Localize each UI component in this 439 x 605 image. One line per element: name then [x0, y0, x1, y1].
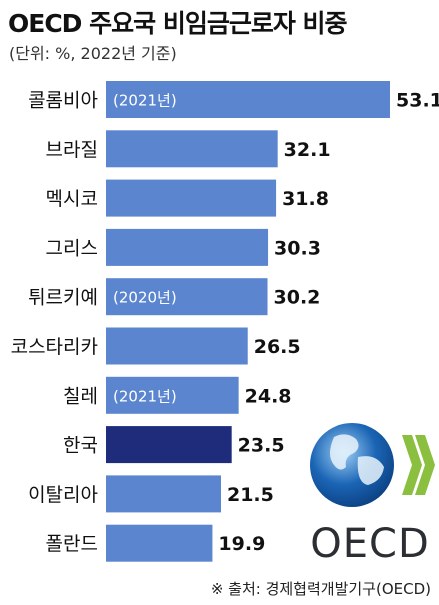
value-label: 30.2	[274, 287, 321, 309]
year-note: (2021년)	[113, 92, 177, 110]
category-label: 한국	[63, 435, 98, 457]
category-label: 튀르키예	[28, 287, 98, 309]
value-label: 23.5	[238, 435, 285, 457]
value-label: 21.5	[227, 484, 274, 506]
value-label: 19.9	[218, 533, 265, 555]
value-label: 26.5	[254, 336, 301, 358]
value-label: 30.3	[274, 237, 321, 259]
bar-0	[106, 81, 390, 118]
bar-9	[106, 524, 213, 562]
bar-1	[106, 130, 278, 168]
category-label: 그리스	[46, 237, 98, 259]
chart-subtitle: (단위: %, 2022년 기준)	[9, 44, 177, 63]
category-label: 코스타리카	[11, 336, 98, 358]
category-label: 칠레	[63, 385, 98, 407]
category-label: 폴란드	[46, 533, 98, 555]
bar-8	[106, 475, 221, 513]
chevron-icon	[415, 435, 435, 495]
chart-title: OECD 주요국 비임금근로자 비중	[8, 9, 348, 38]
chevron-icon	[402, 435, 422, 495]
bar-4	[106, 278, 268, 316]
bar-2	[106, 179, 277, 217]
source-note: ※ 출처: 경제협력개발기구(OECD)	[210, 580, 431, 598]
bar-7	[106, 426, 232, 464]
category-label: 브라질	[46, 139, 98, 161]
globe-icon	[310, 423, 394, 507]
category-label: 이탈리아	[28, 484, 98, 506]
value-label: 31.8	[282, 188, 329, 210]
value-label: 32.1	[284, 139, 331, 161]
oecd-logo-text: OECD	[310, 521, 430, 567]
globe-continent	[357, 456, 384, 485]
bar-3	[106, 228, 269, 266]
bar-6	[106, 376, 239, 414]
value-label: 53.1	[396, 90, 439, 112]
year-note: (2021년)	[113, 387, 177, 405]
globe-continent	[330, 434, 359, 470]
category-label: 콜롬비아	[28, 90, 98, 112]
year-note: (2020년)	[113, 289, 177, 307]
category-label: 멕시코	[46, 188, 98, 210]
value-label: 24.8	[245, 385, 292, 407]
bar-5	[106, 327, 248, 365]
